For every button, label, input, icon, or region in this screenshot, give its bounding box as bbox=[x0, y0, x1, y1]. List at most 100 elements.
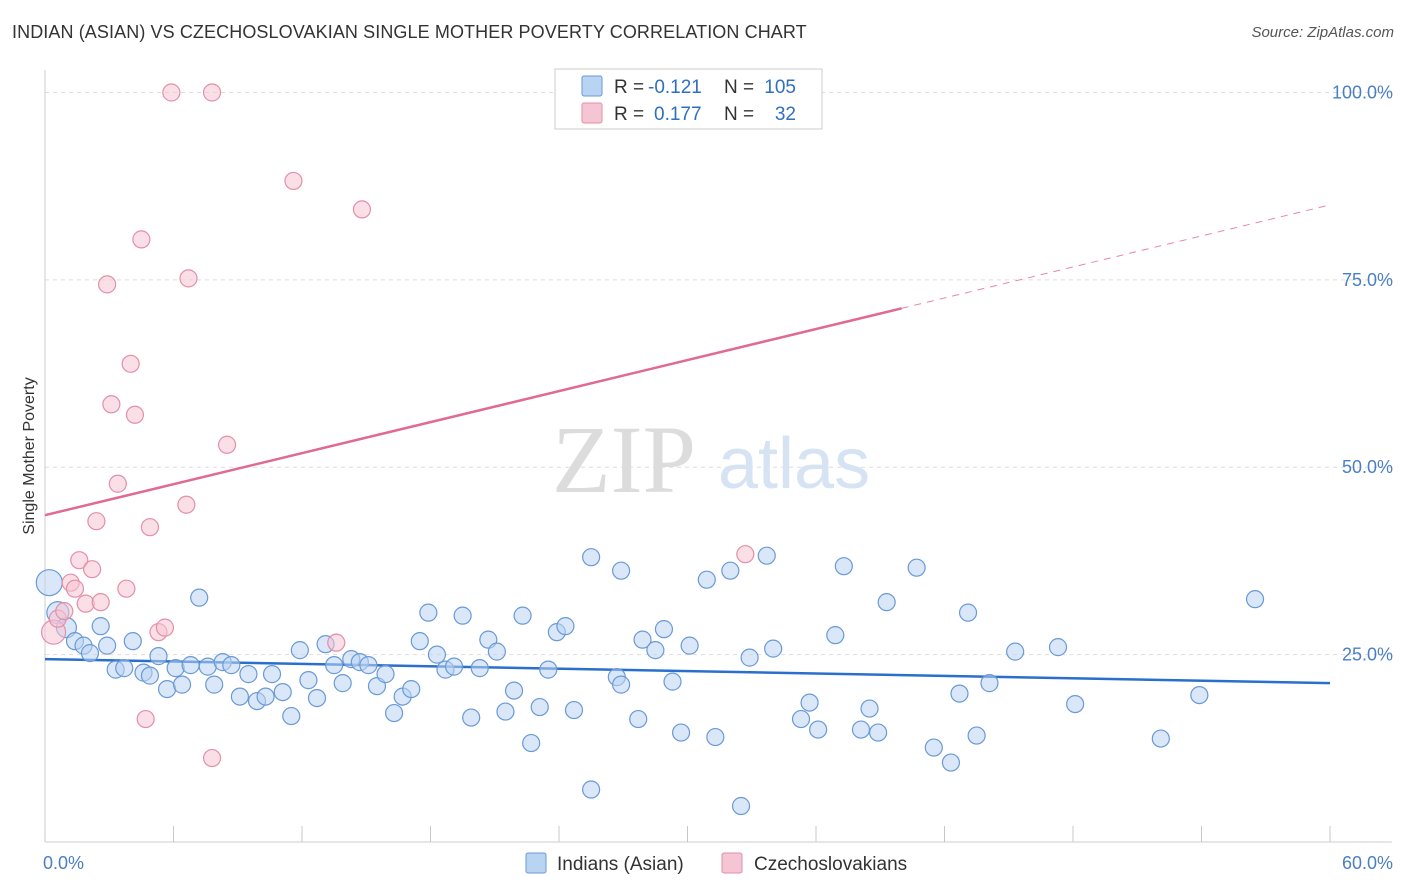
indians-point bbox=[522, 733, 541, 753]
indians-point bbox=[333, 674, 352, 693]
indians-point bbox=[307, 688, 327, 708]
indians-point bbox=[513, 606, 532, 625]
watermark-atlas: atlas bbox=[718, 424, 870, 504]
czechoslovakians-point bbox=[202, 83, 222, 102]
czechoslovakians-point bbox=[91, 593, 110, 612]
indians-point bbox=[834, 557, 853, 576]
czechoslovakians-point bbox=[155, 618, 175, 637]
indians-point bbox=[239, 665, 258, 684]
czechoslovakians-point bbox=[140, 518, 160, 537]
indians-point bbox=[115, 659, 134, 678]
indians-point bbox=[470, 659, 489, 678]
indians-point bbox=[325, 656, 344, 675]
legend-top-n-label-blue: N = bbox=[724, 77, 754, 98]
indians-point bbox=[98, 636, 117, 655]
indians-point bbox=[181, 656, 200, 675]
czechoslovakians-trend-line bbox=[44, 307, 902, 517]
czechoslovakians-point bbox=[132, 230, 151, 249]
indians-point bbox=[907, 558, 926, 577]
indians-point bbox=[809, 720, 828, 739]
czechoslovakians-point bbox=[352, 200, 372, 219]
indians-point bbox=[869, 723, 888, 742]
indians-point bbox=[299, 671, 318, 690]
legend-top-r-value-pink: 0.177 bbox=[654, 104, 702, 125]
indians-point bbox=[282, 706, 301, 726]
indians-point bbox=[149, 647, 168, 666]
indians-point bbox=[680, 636, 699, 655]
indians-point bbox=[35, 569, 63, 597]
legend-top-swatch-pink bbox=[581, 102, 603, 124]
indians-point bbox=[950, 684, 969, 703]
indians-point bbox=[1151, 729, 1170, 748]
indians-point bbox=[697, 570, 716, 589]
watermark-zip: ZIP bbox=[552, 406, 696, 513]
indians-point bbox=[496, 702, 515, 721]
czechoslovakians-point bbox=[136, 709, 155, 729]
indians-point bbox=[877, 593, 896, 612]
indians-point bbox=[740, 648, 759, 667]
czechoslovakians-point bbox=[117, 579, 136, 598]
indians-point bbox=[419, 603, 438, 622]
indians-point bbox=[654, 620, 674, 639]
indians-point bbox=[359, 656, 378, 675]
indians-point bbox=[941, 753, 961, 772]
axis-layer bbox=[44, 70, 1392, 843]
czechoslovakians-point bbox=[179, 269, 198, 288]
indians-point bbox=[980, 674, 999, 693]
indians-point bbox=[967, 726, 986, 745]
grid-layer bbox=[45, 91, 1392, 656]
czechoslovakians-point bbox=[217, 435, 237, 454]
indians-point bbox=[427, 645, 447, 664]
indians-point bbox=[582, 548, 601, 567]
czechoslovakians-point bbox=[121, 354, 140, 373]
indians-point bbox=[1048, 638, 1068, 657]
indians-point bbox=[444, 657, 464, 676]
indians-point bbox=[556, 617, 575, 636]
indians-point bbox=[582, 780, 601, 799]
czechoslovakians-point bbox=[70, 551, 89, 570]
czechoslovakians-point bbox=[87, 512, 106, 531]
czechoslovakians-point bbox=[98, 275, 117, 294]
indians-point bbox=[504, 681, 524, 700]
indians-point bbox=[80, 644, 100, 663]
indians-point bbox=[612, 561, 631, 580]
legend-bottom: Indians (Asian) Czechoslovakians bbox=[525, 852, 907, 875]
indians-point bbox=[256, 687, 275, 706]
indians-point bbox=[663, 672, 682, 691]
source-label: Source: ZipAtlas.com bbox=[1251, 24, 1394, 41]
indians-point bbox=[791, 709, 811, 729]
indians-trend-line bbox=[44, 657, 1331, 685]
czechoslovakians-point bbox=[177, 495, 196, 514]
trend-layer bbox=[44, 204, 1331, 685]
indians-point bbox=[453, 606, 472, 625]
x-tick-label: 60.0% bbox=[1342, 853, 1393, 873]
indians-point bbox=[612, 675, 631, 694]
indians-point bbox=[958, 603, 978, 622]
czechoslovakians-point bbox=[65, 579, 85, 598]
y-axis-title: Single Mother Poverty bbox=[21, 377, 38, 534]
czechoslovakians-point bbox=[83, 560, 102, 579]
y-tick-label: 75.0% bbox=[1342, 270, 1393, 290]
indians-point bbox=[172, 675, 192, 694]
points-layer bbox=[35, 83, 1265, 816]
indians-point bbox=[539, 660, 558, 679]
indians-point bbox=[721, 561, 740, 580]
indians-point bbox=[1190, 685, 1209, 705]
indians-point bbox=[140, 666, 160, 685]
indians-point bbox=[800, 693, 819, 712]
indians-point bbox=[273, 682, 292, 702]
legend-top-n-label-pink: N = bbox=[724, 104, 754, 125]
czechoslovakians-point bbox=[76, 594, 95, 613]
indians-point bbox=[1245, 590, 1265, 609]
indians-point bbox=[629, 709, 648, 729]
y-tick-label: 25.0% bbox=[1342, 645, 1393, 665]
tick-label-layer: 25.0% 50.0% 75.0% 100.0% 0.0% 60.0% bbox=[43, 82, 1393, 873]
indians-point bbox=[487, 642, 506, 661]
legend-top-swatch-blue bbox=[581, 75, 603, 97]
indians-point bbox=[376, 665, 395, 684]
x-tick-label: 0.0% bbox=[43, 853, 84, 873]
indians-point bbox=[91, 617, 110, 636]
czechoslovakians-trend-line-extension bbox=[901, 204, 1331, 309]
indians-point bbox=[290, 641, 309, 660]
indians-point bbox=[731, 796, 751, 816]
